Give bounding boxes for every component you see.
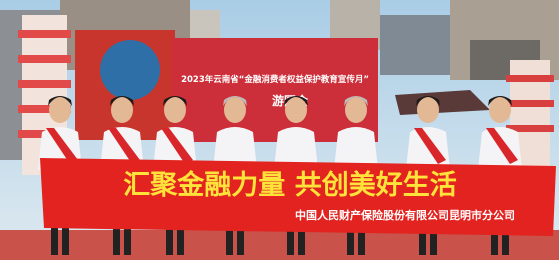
person-part (164, 97, 186, 123)
person-part (285, 97, 307, 123)
backdrop (172, 38, 378, 142)
banner-company: 中国人民财产保险股份有限公司昆明市分公司 (295, 208, 515, 222)
person-part (345, 97, 367, 123)
person-part (417, 97, 439, 123)
person-part (224, 97, 246, 123)
photo: 2023年云南省“金融消费者权益保护教育宣传月” 游园会 汇聚金融力量 共创美好… (0, 0, 559, 260)
page: 2023年云南省“金融消费者权益保护教育宣传月” 游园会 汇聚金融力量 共创美好… (0, 0, 559, 260)
banner-slogan: 汇聚金融力量 共创美好生活 (123, 169, 456, 201)
person-part (489, 97, 511, 123)
backdrop-title: 2023年云南省“金融消费者权益保护教育宣传月” (181, 74, 369, 85)
person-part (49, 97, 71, 123)
person-part (111, 97, 133, 123)
decor-dragon (100, 40, 160, 100)
